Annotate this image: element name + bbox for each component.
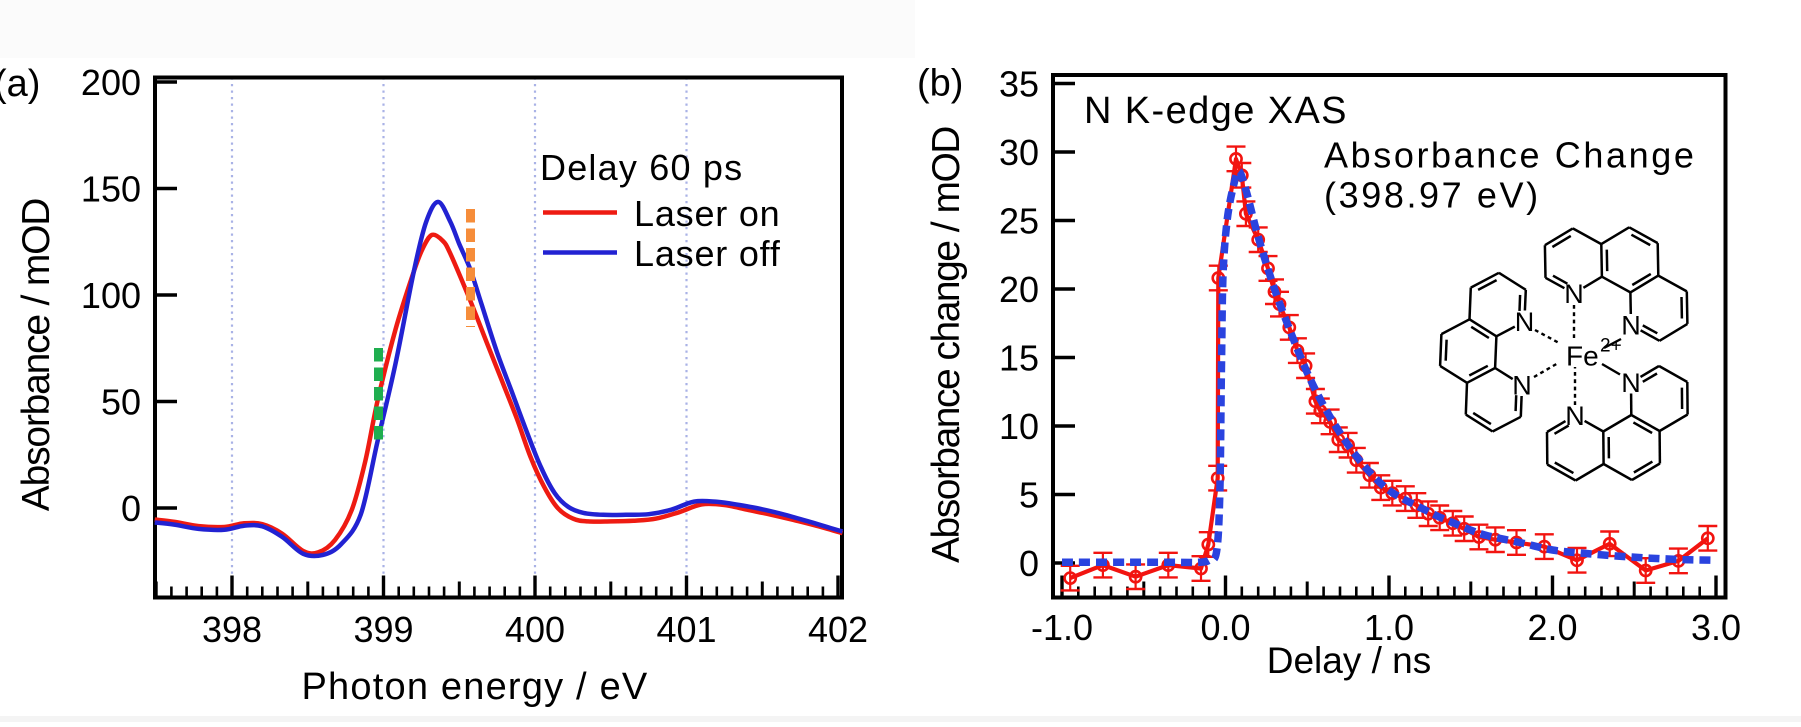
svg-text:Delay / ns: Delay / ns <box>1267 640 1432 681</box>
svg-text:150: 150 <box>81 169 141 210</box>
svg-text:5: 5 <box>1019 475 1039 516</box>
svg-text:50: 50 <box>101 382 141 423</box>
svg-text:N: N <box>1564 279 1584 309</box>
svg-text:Laser on: Laser on <box>634 193 781 234</box>
svg-text:2.0: 2.0 <box>1527 607 1577 648</box>
svg-text:2+: 2+ <box>1600 336 1622 357</box>
svg-text:Fe: Fe <box>1566 341 1599 372</box>
svg-text:N: N <box>1621 368 1641 398</box>
svg-text:Absorbance Change: Absorbance Change <box>1324 135 1696 176</box>
svg-text:400: 400 <box>505 609 565 650</box>
svg-text:100: 100 <box>81 275 141 316</box>
svg-text:N: N <box>1515 307 1535 337</box>
svg-text:401: 401 <box>656 609 716 650</box>
svg-text:Absorbance change / mOD: Absorbance change / mOD <box>925 127 968 563</box>
svg-text:(a): (a) <box>0 63 40 105</box>
svg-text:25: 25 <box>999 201 1039 242</box>
svg-text:0: 0 <box>121 488 141 529</box>
svg-text:Photon energy / eV: Photon energy / eV <box>302 666 649 708</box>
svg-text:0: 0 <box>1019 543 1039 584</box>
svg-text:0.0: 0.0 <box>1200 607 1250 648</box>
svg-text:Delay 60 ps: Delay 60 ps <box>540 147 743 188</box>
svg-text:20: 20 <box>999 269 1039 310</box>
svg-text:402: 402 <box>808 609 868 650</box>
svg-text:398: 398 <box>202 609 262 650</box>
svg-text:399: 399 <box>353 609 413 650</box>
svg-text:(b): (b) <box>917 63 963 105</box>
svg-text:N: N <box>1565 401 1585 431</box>
svg-text:10: 10 <box>999 406 1039 447</box>
svg-text:-1.0: -1.0 <box>1031 607 1093 648</box>
svg-text:Absorbance / mOD: Absorbance / mOD <box>15 199 58 511</box>
svg-text:200: 200 <box>81 62 141 103</box>
svg-text:30: 30 <box>999 132 1039 173</box>
svg-text:3.0: 3.0 <box>1691 607 1741 648</box>
svg-text:N K-edge XAS: N K-edge XAS <box>1084 90 1348 132</box>
svg-text:35: 35 <box>999 64 1039 105</box>
svg-text:(398.97 eV): (398.97 eV) <box>1324 175 1541 216</box>
svg-text:Laser off: Laser off <box>634 233 781 274</box>
svg-text:N: N <box>1512 371 1532 401</box>
svg-text:15: 15 <box>999 338 1039 379</box>
svg-text:N: N <box>1621 311 1641 341</box>
